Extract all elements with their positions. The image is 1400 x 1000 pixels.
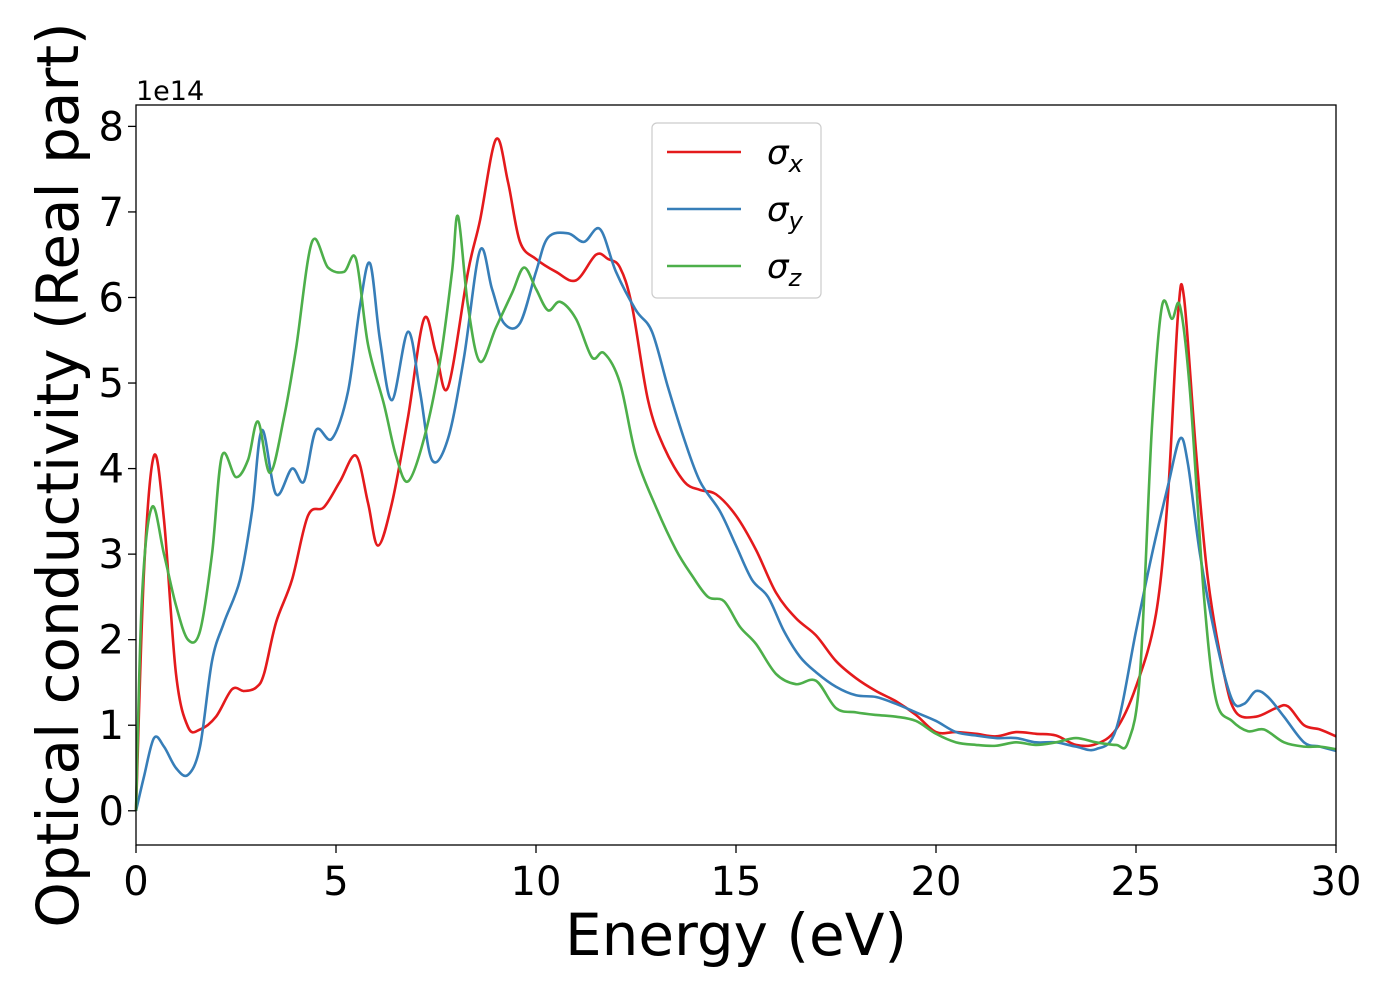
- series-line-y: [134, 226, 1337, 812]
- x-tick-label: 0: [123, 859, 148, 905]
- y-tick-label: 8: [99, 104, 124, 150]
- legend-label-subscript: y: [788, 207, 804, 235]
- y-axis-label: Optical conductivity (Real part): [24, 22, 92, 927]
- y-tick-label: 3: [99, 532, 124, 578]
- x-axis-label: Energy (eV): [565, 901, 907, 969]
- legend-label-x: σx: [767, 133, 804, 178]
- y-tick-label: 2: [99, 618, 124, 664]
- x-tick-label: 15: [711, 859, 762, 905]
- y-axis-ticks: 0 1 2 3 4 5 6 7 8: [99, 104, 136, 835]
- series-layer: [134, 137, 1337, 812]
- x-tick-label: 25: [1111, 859, 1162, 905]
- y-tick-label: 1: [99, 703, 124, 749]
- x-tick-label: 5: [323, 859, 348, 905]
- x-tick-label: 20: [911, 859, 962, 905]
- y-offset-label: 1e14: [136, 76, 204, 107]
- y-tick-label: 4: [99, 447, 124, 493]
- y-tick-label: 0: [99, 789, 124, 835]
- y-tick-label: 7: [99, 190, 124, 236]
- legend-label-subscript: x: [788, 150, 804, 178]
- legend-frame: [651, 122, 822, 299]
- x-axis-ticks: 0 5 10 15 20 25 30: [123, 845, 1361, 905]
- legend-label-subscript: z: [788, 264, 803, 292]
- legend-label-base: σ: [767, 190, 790, 230]
- legend-label-base: σ: [767, 133, 790, 173]
- x-tick-label: 10: [511, 859, 562, 905]
- series-line-z: [134, 214, 1337, 811]
- y-tick-label: 5: [99, 361, 124, 407]
- legend-label-y: σy: [767, 190, 804, 235]
- legend-label-base: σ: [767, 247, 790, 287]
- legend-label-z: σz: [767, 247, 803, 292]
- y-tick-label: 6: [99, 275, 124, 321]
- x-tick-label: 30: [1311, 859, 1362, 905]
